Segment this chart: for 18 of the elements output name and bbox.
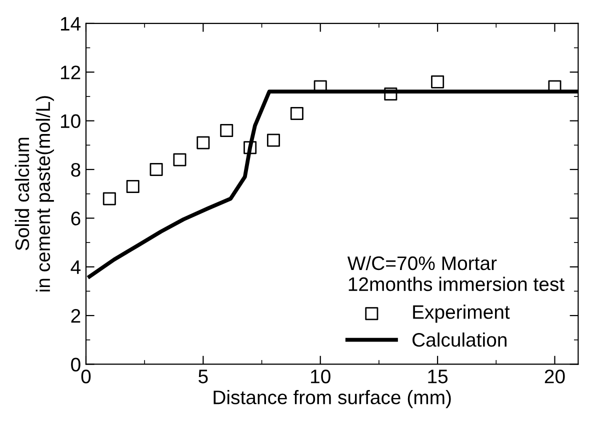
y-tick-label: 0 — [71, 358, 80, 372]
y-tick-label: 4 — [70, 260, 81, 274]
y-tick-label: 6 — [71, 212, 80, 226]
y-tick-label: 2 — [71, 309, 80, 323]
x-axis-title: Distance from surface (mm) — [214, 390, 451, 408]
x-tick-label: 15 — [428, 370, 448, 384]
x-tick-label: 10 — [311, 370, 330, 384]
legend-title: W/C=70% Mortar 12months immersion test — [347, 256, 564, 292]
y-tick-label: 12 — [60, 66, 80, 80]
x-tick-label: 0 — [81, 370, 91, 384]
y-tick-label: 10 — [60, 114, 80, 128]
y-tick-label: 8 — [71, 162, 80, 177]
legend-label: Calculation — [412, 332, 506, 347]
x-tick-label: 20 — [544, 370, 565, 384]
x-tick-label: 5 — [198, 370, 208, 384]
y-axis-title: Solid calcium in cement paste(mol/L) — [14, 96, 54, 292]
y-tick-label: 14 — [60, 17, 81, 30]
legend-label: Experiment — [413, 304, 510, 323]
